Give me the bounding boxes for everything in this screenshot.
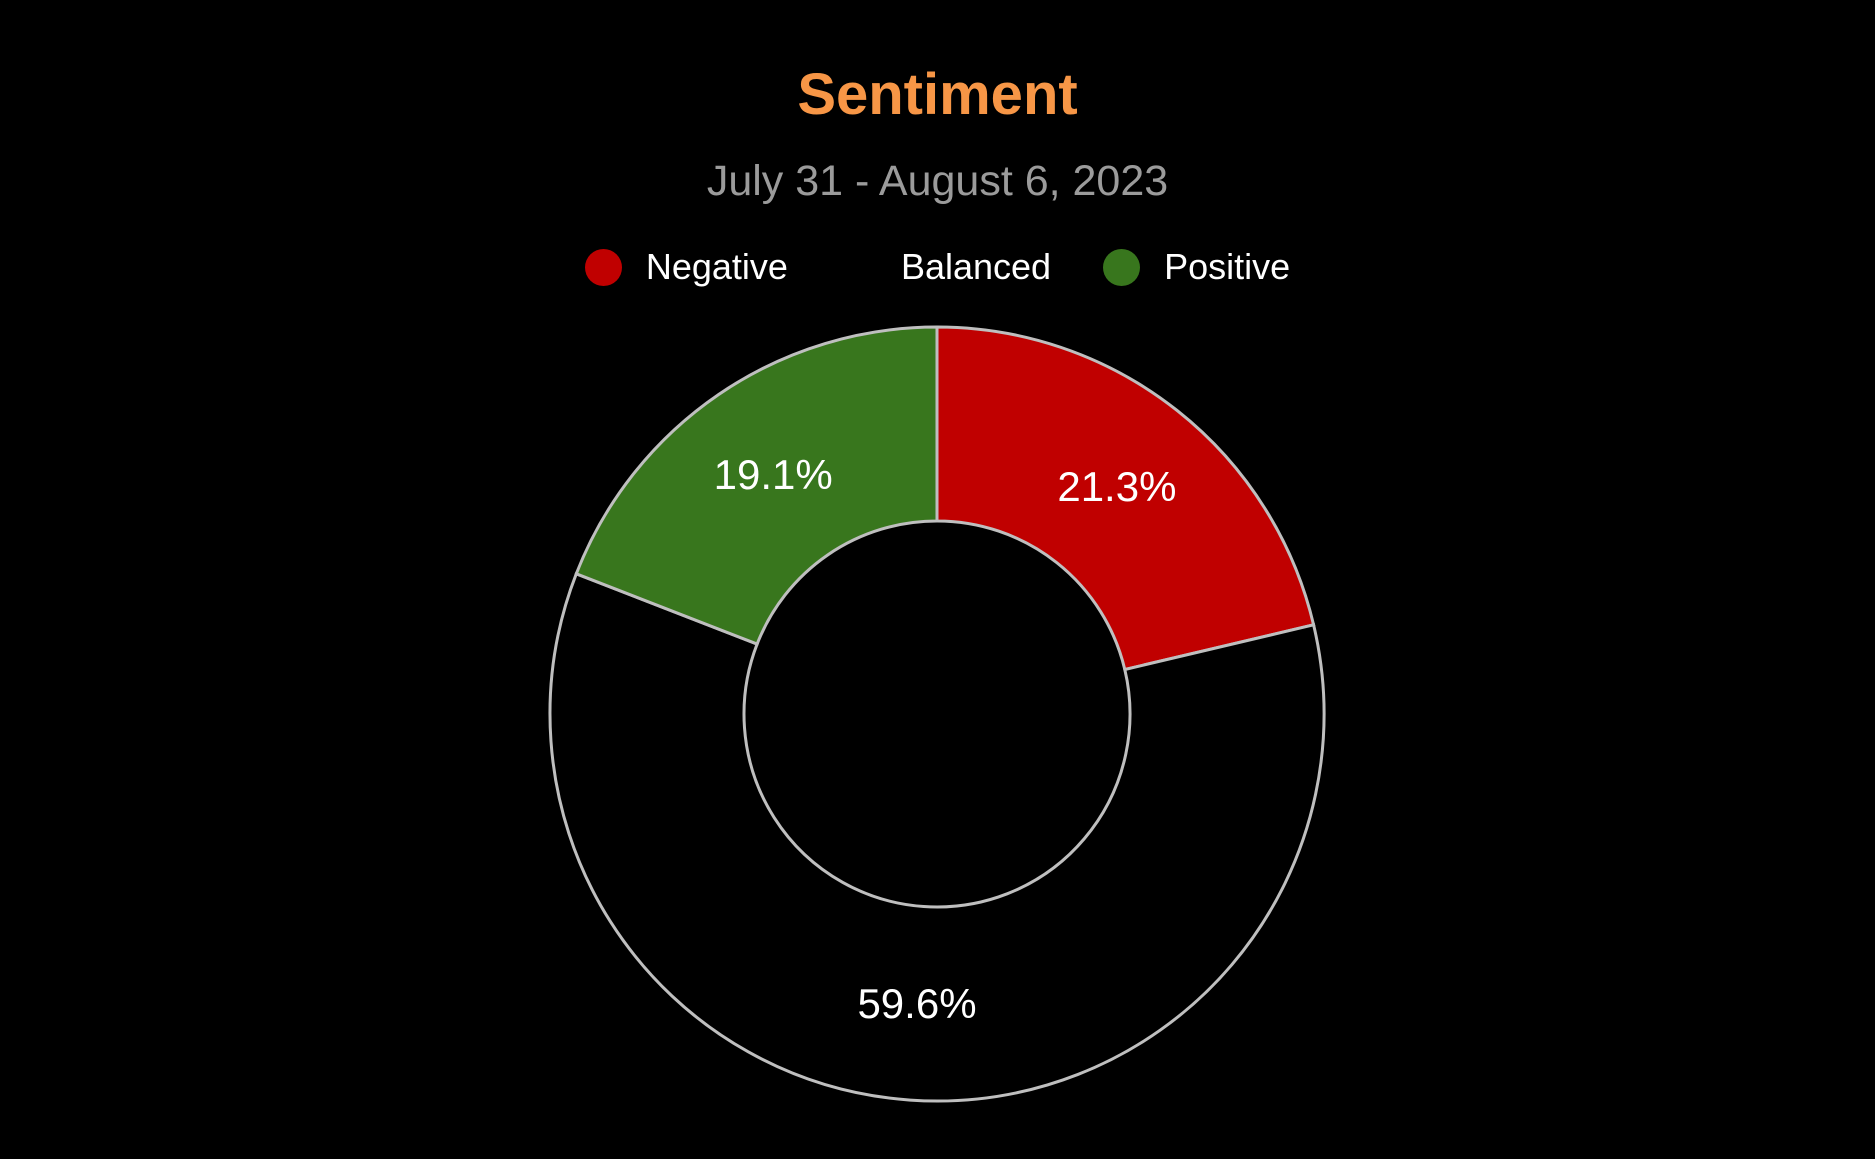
legend-item-negative[interactable]: Negative [584,246,788,288]
data-label-positive: 19.1% [714,451,833,498]
donut-slice-balanced[interactable] [548,571,1326,1103]
legend-label-negative: Negative [645,246,788,287]
legend-label-positive: Positive [1164,246,1291,287]
legend-swatch-negative [584,248,622,286]
donut-slice-negative[interactable] [935,325,1316,672]
donut-data-labels: 21.3% 59.6% 19.1% [714,451,1177,1027]
data-label-balanced: 59.6% [857,980,976,1027]
legend-swatch-balanced [839,248,877,286]
legend-label-balanced: Balanced [900,246,1052,287]
legend: Negative Balanced Positive [0,242,1875,292]
donut-slice-positive[interactable] [574,325,939,647]
legend-item-balanced[interactable]: Balanced [839,246,1052,288]
legend-swatch-positive [1103,248,1141,286]
chart-subtitle: July 31 - August 6, 2023 [706,157,1169,205]
legend-item-positive[interactable]: Positive [1103,246,1290,288]
data-label-negative: 21.3% [1057,463,1176,510]
donut-slices [548,325,1326,1103]
chart-title: Sentiment [797,62,1078,127]
